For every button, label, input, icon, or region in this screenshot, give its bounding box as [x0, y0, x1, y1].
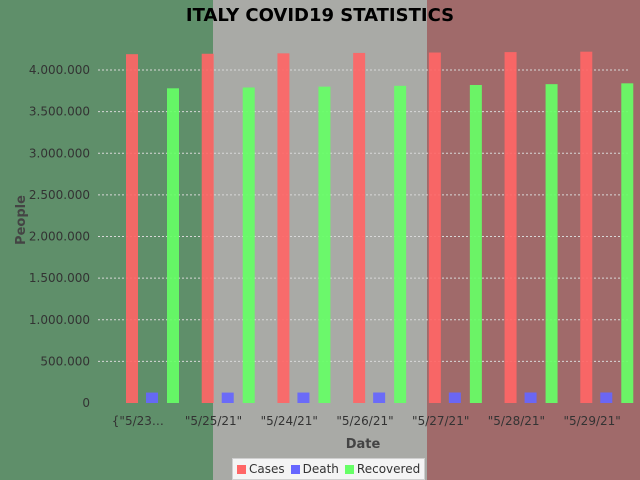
- bars: [126, 51, 634, 404]
- bar-cases: [504, 52, 517, 403]
- x-tick-label: "5/27/21": [412, 414, 469, 428]
- x-axis-ticks: {"5/23… "5/25/21" "5/24/21" "5/26/21" "5/27/…: [112, 414, 621, 428]
- legend: Cases Death Recovered: [232, 458, 426, 480]
- bar-cases: [580, 51, 593, 404]
- x-tick-label: "5/29/21": [563, 414, 620, 428]
- bar-recovered: [545, 84, 558, 403]
- bar-recovered: [469, 84, 482, 404]
- y-axis-label: People: [14, 195, 29, 245]
- chart-title: ITALY COVID19 STATISTICS: [186, 5, 454, 26]
- y-tick-label: 1.500.000: [29, 271, 90, 285]
- bar-cases: [353, 52, 366, 404]
- y-tick-label: 2.000.000: [29, 230, 90, 244]
- x-tick-label: {"5/23…: [112, 414, 164, 428]
- legend-item-recovered: Recovered: [344, 462, 421, 476]
- bar-recovered: [242, 87, 255, 404]
- bar-death: [448, 392, 461, 403]
- bar-cases: [277, 53, 290, 403]
- bar-recovered: [318, 86, 331, 404]
- legend-item-death: Death: [290, 462, 339, 476]
- y-tick-label: 0: [82, 396, 90, 410]
- legend-swatch-death: [290, 464, 300, 474]
- y-tick-label: 3.000.000: [29, 146, 90, 160]
- bar-death: [524, 392, 537, 403]
- legend-item-cases: Cases: [237, 462, 285, 476]
- bar-cases: [201, 53, 214, 404]
- y-tick-label: 1.000.000: [29, 313, 90, 327]
- y-tick-label: 3.500.000: [29, 105, 90, 119]
- bar-recovered: [167, 88, 179, 403]
- y-tick-label: 500.000: [40, 354, 90, 368]
- x-axis-label: Date: [346, 437, 381, 452]
- legend-label-cases: Cases: [249, 462, 285, 476]
- bar-recovered: [621, 83, 634, 403]
- bar-death: [297, 392, 310, 403]
- y-tick-label: 2.500.000: [29, 188, 90, 202]
- legend-label-recovered: Recovered: [356, 462, 421, 476]
- bar-recovered: [394, 85, 407, 403]
- x-tick-label: "5/24/21": [261, 414, 318, 428]
- bar-death: [373, 392, 386, 403]
- bar-death: [221, 392, 234, 403]
- y-tick-label: 4.000.000: [29, 63, 90, 77]
- x-tick-label: "5/26/21": [336, 414, 393, 428]
- legend-label-death: Death: [302, 462, 339, 476]
- bar-death: [146, 392, 158, 403]
- legend-swatch-recovered: [344, 464, 354, 474]
- bar-death: [600, 392, 613, 403]
- legend-swatch-cases: [237, 464, 246, 474]
- x-tick-label: "5/28/21": [488, 414, 545, 428]
- x-tick-label: "5/25/21": [185, 414, 242, 428]
- y-axis-ticks: 0 500.000 1.000.000 1.500.000 2.000.000 2.500…: [29, 63, 90, 410]
- bar-cases: [428, 52, 441, 404]
- bar-cases: [126, 54, 138, 404]
